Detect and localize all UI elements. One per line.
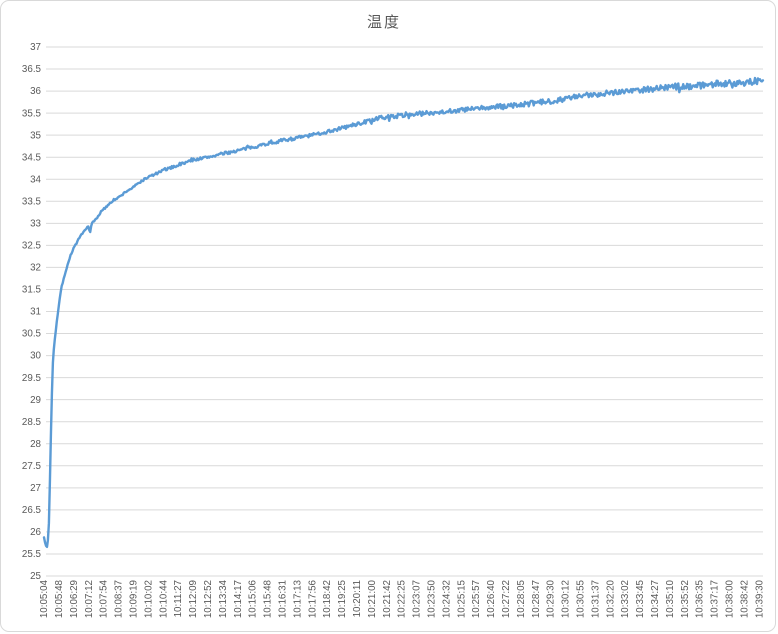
x-tick-label: 10:07:12 [84, 580, 95, 618]
x-tick-label: 10:38:42 [739, 580, 750, 618]
x-tick-label: 10:18:42 [322, 580, 333, 618]
y-tick-label: 37 [30, 42, 41, 53]
series-group [42, 76, 765, 549]
y-axis-labels-group: 37 36.5 36 35.5 35 34.5 34 33.5 33 32.5 32 31.5 31 30… [22, 42, 42, 582]
y-tick-label: 32 [30, 263, 41, 274]
x-tick-label: 10:23:07 [412, 580, 423, 618]
x-tick-label: 10:25:57 [471, 580, 482, 618]
y-tick-label: 36.5 [22, 64, 42, 75]
y-tick-label: 29 [30, 395, 41, 406]
y-tick-label: 32.5 [22, 241, 42, 252]
x-tick-label: 10:34:27 [650, 580, 661, 618]
x-tick-label: 10:06:29 [69, 580, 80, 618]
x-tick-label: 10:27:22 [501, 580, 512, 618]
x-tick-label: 10:21:00 [367, 579, 378, 618]
x-tick-label: 10:09:19 [129, 580, 140, 618]
y-tick-label: 26 [30, 527, 41, 538]
x-tick-label: 10:39:30 [754, 579, 765, 618]
y-tick-label: 28.5 [22, 417, 42, 428]
y-tick-label: 30.5 [22, 329, 42, 340]
x-tick-label: 10:17:13 [292, 579, 303, 618]
x-tick-label: 10:21:42 [382, 580, 393, 618]
y-tick-label: 27 [30, 483, 41, 494]
x-tick-label: 10:35:52 [680, 580, 691, 618]
x-tick-label: 10:15:06 [248, 579, 259, 618]
x-tick-label: 10:17:56 [307, 579, 318, 618]
x-tick-label: 10:37:17 [710, 580, 721, 618]
x-axis-labels-group: 10:05:04 10:05:48 10:06:29 10:07:12 10:07:54… [39, 579, 765, 618]
y-tick-label: 28 [30, 439, 41, 450]
x-tick-label: 10:11:27 [173, 580, 184, 617]
x-tick-label: 10:08:37 [114, 580, 125, 618]
temperature-series-line [42, 76, 765, 549]
x-tick-label: 10:24:32 [441, 580, 452, 618]
x-tick-label: 10:10:02 [143, 580, 154, 618]
y-tick-label: 31.5 [22, 285, 42, 296]
y-tick-label: 25 [30, 571, 41, 582]
x-tick-label: 10:10:44 [158, 579, 169, 618]
x-tick-label: 10:31:37 [590, 580, 601, 618]
y-tick-label: 30 [30, 351, 41, 362]
x-tick-label: 10:35:10 [665, 579, 676, 618]
x-tick-label: 10:36:35 [695, 579, 706, 618]
x-tick-label: 10:26:40 [486, 579, 497, 618]
y-tick-label: 27.5 [22, 461, 42, 472]
x-tick-label: 10:23:50 [427, 579, 438, 618]
x-tick-label: 10:13:34 [218, 579, 229, 618]
chart-title: 温度 [367, 14, 401, 31]
y-tick-label: 25.5 [22, 549, 42, 560]
x-tick-label: 10:19:25 [337, 579, 348, 618]
x-tick-label: 10:38:00 [725, 579, 736, 618]
x-tick-label: 10:22:25 [397, 579, 408, 618]
y-tick-label: 35 [30, 130, 41, 141]
x-tick-label: 10:32:20 [605, 579, 616, 618]
x-tick-label: 10:33:45 [635, 579, 646, 618]
x-tick-label: 10:16:31 [278, 580, 289, 618]
x-tick-label: 10:29:30 [546, 579, 557, 618]
y-tick-label: 35.5 [22, 108, 42, 119]
y-tick-label: 29.5 [22, 373, 42, 384]
x-tick-label: 10:25:15 [456, 579, 467, 618]
x-tick-label: 10:12:52 [203, 580, 214, 618]
x-tick-label: 10:07:54 [99, 579, 110, 618]
x-tick-label: 10:28:05 [516, 579, 527, 618]
x-tick-label: 10:28:47 [531, 580, 542, 618]
y-tick-label: 34 [30, 174, 41, 185]
x-tick-label: 10:30:12 [561, 580, 572, 618]
x-tick-label: 10:12:09 [188, 580, 199, 618]
x-tick-label: 10:05:48 [54, 579, 65, 618]
x-tick-label: 10:15:48 [263, 579, 274, 618]
gridlines-group [46, 46, 763, 577]
y-tick-label: 31 [30, 307, 41, 318]
x-tick-label: 10:05:04 [39, 579, 50, 618]
x-tick-label: 10:14:17 [233, 580, 244, 618]
y-tick-label: 34.5 [22, 152, 42, 163]
x-tick-label: 10:20:11 [352, 580, 363, 617]
y-tick-label: 33 [30, 218, 41, 229]
y-tick-label: 26.5 [22, 505, 42, 516]
x-tick-label: 10:30:55 [576, 579, 587, 618]
y-tick-label: 36 [30, 86, 41, 97]
x-tick-label: 10:33:02 [620, 580, 631, 618]
y-tick-label: 33.5 [22, 196, 42, 207]
